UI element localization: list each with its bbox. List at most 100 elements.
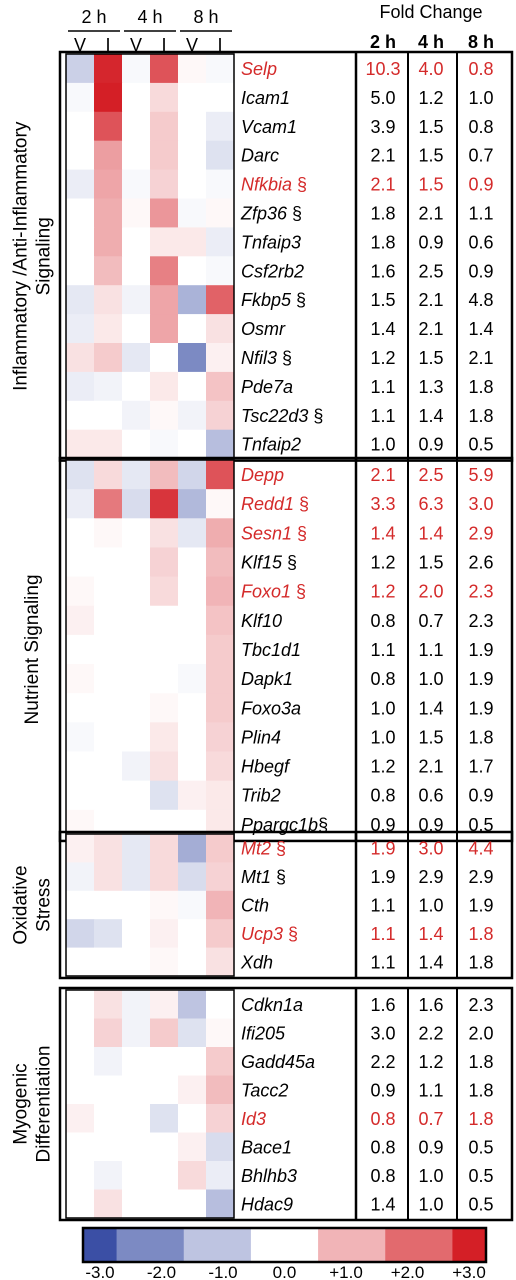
fold-change-value: 2.3 — [468, 611, 493, 631]
heatmap-cell — [206, 751, 235, 782]
fold-change-value: 1.8 — [468, 1109, 493, 1129]
fold-change-value: 0.5 — [468, 435, 493, 455]
fold-change-value: 2.2 — [418, 1023, 443, 1043]
heatmap-cell — [150, 1075, 179, 1105]
fold-change-value: 0.8 — [468, 59, 493, 79]
gene-label: Tsc22d3 § — [241, 406, 323, 426]
heatmap-cell — [122, 518, 151, 548]
heatmap-cell — [94, 82, 123, 113]
heatmap-cell — [66, 1132, 95, 1162]
heatmap-cell — [94, 111, 123, 142]
heatmap-cell — [178, 169, 207, 199]
heatmap-cell — [122, 576, 151, 607]
fold-change-value: 1.2 — [418, 1052, 443, 1072]
fold-change-value: 1.6 — [418, 995, 443, 1015]
fold-change-value: 2.1 — [370, 175, 395, 195]
gene-label: Cdkn1a — [241, 995, 303, 1015]
fold-change-value: 2.1 — [418, 757, 443, 777]
fold-change-value: 1.4 — [370, 319, 395, 339]
heatmap-cell — [178, 1018, 207, 1048]
heatmap-cell — [150, 547, 179, 578]
fold-change-column-label: 8 h — [468, 32, 494, 52]
heatmap-cell — [94, 862, 123, 892]
heatmap-cell — [150, 518, 179, 548]
group-label: Myogenic Differentiation — [11, 1046, 55, 1163]
gene-label: Depp — [241, 465, 284, 485]
fold-change-value: 2.1 — [418, 319, 443, 339]
gene-label: Klf15 § — [241, 553, 297, 573]
heatmap-cell — [122, 1075, 151, 1105]
gene-label: Hbegf — [241, 757, 291, 777]
heatmap-cell — [122, 1104, 151, 1133]
heatmap-cell — [178, 862, 207, 892]
gene-label: Csf2rb2 — [241, 261, 304, 281]
heatmap-cell — [66, 285, 95, 315]
heatmap-cell — [178, 198, 207, 228]
gene-label: Bace1 — [241, 1137, 292, 1157]
heatmap-cell — [66, 400, 95, 431]
heatmap-cell — [178, 1189, 207, 1219]
fold-change-value: 0.8 — [370, 669, 395, 689]
heatmap-cell — [66, 664, 95, 694]
heatmap-cell — [94, 1104, 123, 1133]
heatmap-cell — [206, 314, 235, 344]
heatmap-cell — [66, 169, 95, 199]
fold-change-value: 4.0 — [418, 59, 443, 79]
heatmap-cell — [150, 919, 179, 949]
gene-label: Cth — [241, 896, 269, 916]
heatmap-cell — [94, 460, 123, 490]
colorbar-tick-label: -1.0 — [208, 1263, 237, 1280]
fold-change-value: 1.5 — [418, 175, 443, 195]
heatmap-cell — [122, 890, 151, 920]
heatmap-cell — [150, 198, 179, 228]
heatmap-cell — [122, 140, 151, 171]
heatmap-cell — [122, 54, 151, 84]
heatmap-cell — [150, 460, 179, 490]
group-label-line: Signaling — [34, 217, 55, 295]
heatmap-cell — [206, 634, 235, 665]
heatmap-cell — [206, 198, 235, 228]
fold-change-value: 2.5 — [418, 465, 443, 485]
panel-1: Selp 10.3 4.0 0.8 Icam1 5.0 1.2 1.0 Vcam1 3.9 1.5 0… — [11, 50, 514, 462]
heatmap-cell — [178, 285, 207, 315]
heatmap-cell — [206, 890, 235, 920]
gene-label: Zfp36 § — [240, 203, 302, 223]
heatmap-cell — [66, 890, 95, 920]
heatmap-cell — [206, 547, 235, 578]
heatmap-cell — [178, 400, 207, 431]
colorbar-tick-label: +2.0 — [391, 1263, 425, 1280]
heatmap-cell — [122, 343, 151, 373]
heatmap-cell — [122, 1161, 151, 1190]
heatmap-cell — [122, 547, 151, 578]
panel-frame — [58, 50, 514, 462]
heatmap-cell — [206, 140, 235, 171]
heatmap-cell — [94, 605, 123, 636]
heatmap-cell — [150, 664, 179, 694]
heatmap-cell — [94, 1189, 123, 1219]
group-label-line: Nutrient Signaling — [22, 574, 43, 724]
heatmap-cell — [150, 489, 179, 519]
heatmap-cell — [122, 1047, 151, 1076]
heatmap-cell — [206, 518, 235, 548]
heatmap-cell — [178, 947, 207, 977]
heatmap-cell — [94, 140, 123, 171]
group-label: Inflammatory /Anti-Inflammatory Signaling — [11, 121, 55, 391]
heatmap-cell — [94, 693, 123, 723]
heatmap-cell — [94, 54, 123, 84]
heatmap-cell — [94, 576, 123, 607]
heatmap-cell — [122, 919, 151, 949]
fold-change-value: 1.1 — [370, 406, 395, 426]
group-label-line: Stress — [34, 878, 55, 932]
heatmap-cell — [206, 780, 235, 811]
heatmap-frame — [65, 989, 235, 1219]
fold-change-value: 0.8 — [370, 1166, 395, 1186]
heatmap-cell — [122, 169, 151, 199]
heatmap-cell — [66, 693, 95, 723]
fold-change-value: 0.7 — [468, 146, 493, 166]
heatmap-cell — [206, 429, 235, 460]
heatmap-cell — [94, 371, 123, 402]
heatmap-cell — [178, 834, 207, 863]
heatmap-cell — [66, 460, 95, 490]
fold-change-value: 1.0 — [468, 88, 493, 108]
fold-change-value: 2.9 — [418, 867, 443, 887]
